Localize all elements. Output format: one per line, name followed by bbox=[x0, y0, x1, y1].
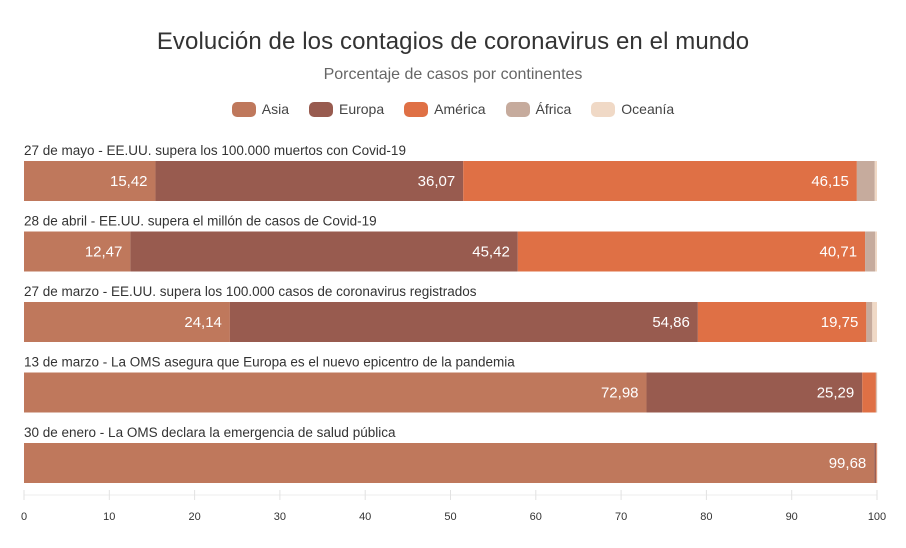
x-tick-label: 40 bbox=[359, 511, 371, 523]
bar-segment-américa bbox=[517, 231, 866, 272]
legend-swatch bbox=[308, 101, 333, 117]
row-label: 13 de marzo - La OMS asegura que Europa … bbox=[24, 355, 515, 370]
bar-segment-áfrica bbox=[856, 161, 875, 201]
data-label: 54,86 bbox=[652, 314, 690, 331]
x-tick-label: 50 bbox=[444, 511, 456, 523]
bar-segment-áfrica bbox=[875, 372, 877, 413]
legend: Asia Europa América África Oceanía bbox=[0, 101, 906, 117]
legend-item-asia[interactable]: Asia bbox=[231, 101, 289, 117]
data-label: 36,07 bbox=[418, 173, 456, 190]
data-label: 72,98 bbox=[601, 385, 639, 402]
data-label: 24,14 bbox=[184, 314, 222, 331]
x-tick-label: 80 bbox=[700, 511, 712, 523]
data-label: 19,75 bbox=[821, 314, 859, 331]
legend-label: Asia bbox=[261, 101, 289, 117]
bar-segment-europa bbox=[646, 372, 863, 413]
bar-segment-áfrica bbox=[866, 302, 873, 342]
x-tick-label: 60 bbox=[530, 511, 542, 523]
data-label: 99,68 bbox=[829, 455, 867, 472]
bar-segment-asia bbox=[24, 372, 647, 413]
legend-swatch bbox=[404, 101, 429, 117]
data-label: 45,42 bbox=[472, 244, 510, 261]
x-tick-label: 10 bbox=[103, 511, 115, 523]
bar-segment-américa bbox=[875, 443, 877, 483]
bar-segment-oceanía bbox=[872, 302, 877, 342]
legend-label: Europa bbox=[338, 101, 385, 117]
legend-item-áfrica[interactable]: África bbox=[505, 101, 572, 117]
bar-segment-áfrica bbox=[865, 231, 876, 272]
legend-swatch bbox=[591, 101, 616, 117]
bar-segment-oceanía bbox=[874, 161, 877, 201]
bar-segment-europa bbox=[155, 161, 464, 201]
data-label: 46,15 bbox=[811, 173, 849, 190]
bar-segment-europa bbox=[130, 231, 518, 272]
data-label: 12,47 bbox=[85, 244, 123, 261]
bar-segment-asia bbox=[24, 161, 156, 201]
legend-label: Oceanía bbox=[621, 101, 675, 117]
x-tick-label: 70 bbox=[615, 511, 627, 523]
chart-title: Evolución de los contagios de coronaviru… bbox=[156, 28, 750, 55]
x-tick-label: 90 bbox=[786, 511, 798, 523]
bar-segment-oceanía bbox=[876, 372, 878, 413]
row-label: 27 de marzo - EE.UU. supera los 100.000 … bbox=[24, 284, 477, 299]
legend-swatch bbox=[505, 101, 530, 117]
row-label: 30 de enero - La OMS declara la emergenc… bbox=[24, 425, 396, 440]
bar-segment-asia bbox=[24, 302, 230, 342]
bar-segment-oceanía bbox=[876, 443, 878, 483]
data-label: 15,42 bbox=[110, 173, 148, 190]
bar-segment-américa bbox=[697, 302, 867, 342]
bar-segment-américa bbox=[463, 161, 857, 201]
bar-segment-oceanía bbox=[875, 231, 877, 272]
data-label: 40,71 bbox=[820, 244, 858, 261]
legend-swatch bbox=[231, 101, 256, 117]
chart-subtitle: Porcentaje de casos por continentes bbox=[323, 66, 583, 83]
bar-segment-américa bbox=[862, 372, 876, 413]
row-label: 27 de mayo - EE.UU. supera los 100.000 m… bbox=[24, 143, 406, 158]
row-label: 28 de abril - EE.UU. supera el millón de… bbox=[24, 214, 377, 229]
legend-label: África bbox=[535, 101, 572, 117]
bar-segment-asia bbox=[24, 443, 875, 483]
bar-segment-asia bbox=[24, 231, 131, 272]
data-label: 25,29 bbox=[817, 385, 855, 402]
bar-segment-europa bbox=[874, 443, 876, 483]
x-tick-label: 20 bbox=[188, 511, 200, 523]
x-tick-label: 30 bbox=[274, 511, 286, 523]
legend-label: América bbox=[434, 101, 486, 117]
bar-segment-europa bbox=[229, 302, 698, 342]
legend-item-europa[interactable]: Europa bbox=[308, 101, 385, 117]
legend-item-américa[interactable]: América bbox=[404, 101, 486, 117]
legend-item-oceanía[interactable]: Oceanía bbox=[591, 101, 674, 117]
x-tick-label: 100 bbox=[868, 511, 886, 523]
x-tick-label: 0 bbox=[21, 511, 27, 523]
